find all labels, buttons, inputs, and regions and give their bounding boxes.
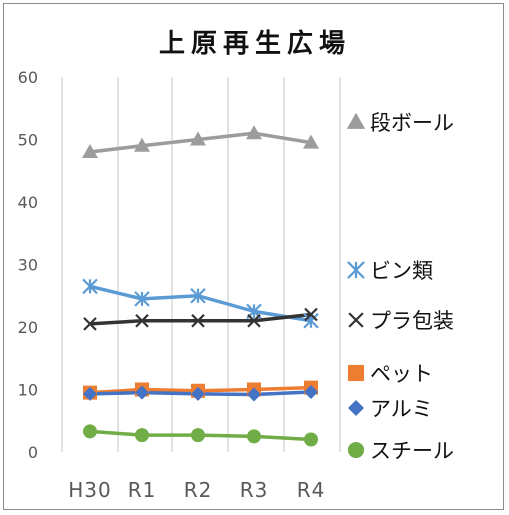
y-tick-label: 10 [18,381,38,400]
y-tick-label: 0 [28,443,38,462]
data-point-5-2 [191,428,205,443]
data-point-2-2 [191,313,205,328]
data-point-2-4 [304,307,318,322]
legend-marker-3 [347,364,365,382]
data-point-2-1 [135,313,149,328]
legend-label-3: ペット [370,362,433,386]
data-point-1-4 [303,312,319,329]
data-point-0-0 [82,144,98,158]
x-tick-label: R1 [128,478,157,502]
legend-label-0: 段ボール [370,111,454,135]
data-point-4-3 [247,387,261,402]
x-tick-label: H30 [68,478,112,502]
legend-marker-0 [346,112,366,129]
legend-label-1: ビン類 [370,259,433,283]
data-point-5-1 [135,428,149,443]
y-tick-label: 50 [18,131,38,150]
series-markers [82,125,319,447]
data-point-4-1 [135,385,149,400]
data-point-1-1 [134,291,150,307]
data-point-0-2 [190,131,206,146]
data-point-1-2 [190,287,206,304]
data-point-4-4 [304,385,318,399]
data-point-0-4 [303,134,319,149]
x-axis: H30 R1 R2 R3 R4 [68,478,326,502]
legend-marker-1 [347,261,365,279]
legend-label-5: スチール [370,439,454,463]
y-tick-label: 60 [18,68,38,87]
x-tick-label: R4 [297,478,326,502]
data-point-0-3 [246,125,262,140]
legend-marker-4 [347,399,365,417]
series-line-1 [89,284,312,323]
data-point-2-0 [83,317,97,331]
y-tick-label: 30 [18,256,38,275]
data-point-4-2 [191,386,205,401]
data-point-4-0 [83,386,97,401]
data-point-0-1 [134,137,150,152]
x-tick-label: R3 [240,478,269,502]
chart-title: 上原再生広場 [159,28,351,59]
data-point-5-0 [83,424,97,439]
data-point-5-3 [247,429,261,444]
legend-label-4: アルミ [370,397,433,421]
legend-marker-2 [348,312,364,328]
legend-label-2: プラ包装 [370,309,454,333]
data-point-2-3 [247,313,261,328]
y-axis: 0 10 20 30 40 50 60 [18,68,38,462]
y-tick-label: 20 [18,318,38,337]
y-tick-label: 40 [18,193,38,212]
data-point-5-4 [304,432,318,447]
legend-marker-5 [347,441,365,459]
data-point-1-0 [82,278,98,295]
x-tick-label: R2 [184,478,213,502]
